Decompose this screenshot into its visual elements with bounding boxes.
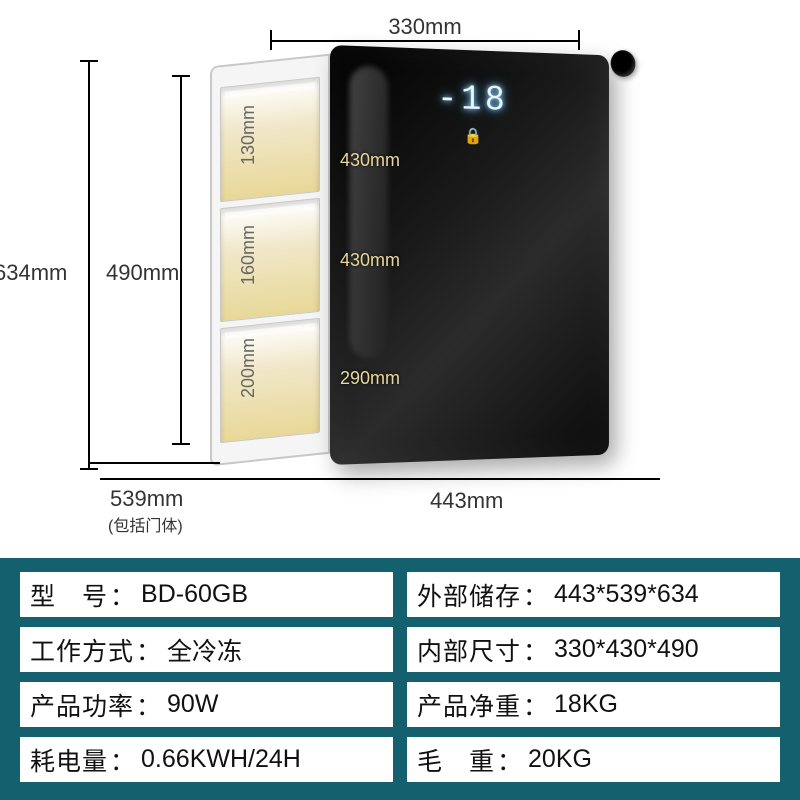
spec-row-power: 产品功率： 90W xyxy=(20,682,393,727)
dim-full-height: 634mm xyxy=(0,260,67,286)
spec-value: 20KG xyxy=(528,745,592,774)
spec-label: 耗电量 xyxy=(30,742,108,778)
dim-shelf-w-1: 430mm xyxy=(340,150,400,171)
spec-row-outer-dim: 外部储存： 443*539*634 xyxy=(407,572,780,617)
spec-value: 0.66KWH/24H xyxy=(141,745,301,774)
base-line-angle xyxy=(90,462,220,464)
spec-row-model: 型 号： BD-60GB xyxy=(20,572,393,617)
spec-value: 443*539*634 xyxy=(554,580,699,609)
dim-depth: 539mm xyxy=(110,486,183,512)
spec-label: 内部尺寸 xyxy=(417,632,521,668)
spec-label: 毛 重 xyxy=(417,742,495,778)
dim-shelf-h-3: 200mm xyxy=(238,338,259,398)
dim-shelf-h-2: 160mm xyxy=(238,225,259,285)
shelf xyxy=(220,318,320,443)
spec-row-consumption: 耗电量： 0.66KWH/24H xyxy=(20,737,393,782)
spec-label: 工作方式 xyxy=(30,632,134,668)
shelf xyxy=(220,197,320,322)
spec-row-mode: 工作方式： 全冷冻 xyxy=(20,627,393,672)
shelf xyxy=(220,77,320,202)
spec-row-gross-weight: 毛 重： 20KG xyxy=(407,737,780,782)
outer-height-bracket xyxy=(68,60,98,470)
spec-value: 全冷冻 xyxy=(167,632,242,668)
freezer-body xyxy=(210,54,330,467)
spec-label: 型 号 xyxy=(30,577,108,613)
spec-label: 产品净重 xyxy=(417,687,521,723)
spec-value: 330*430*490 xyxy=(554,635,699,664)
lock-icon: 🔒 xyxy=(464,126,483,146)
product-diagram: 330mm 634mm 490mm 130mm 160mm 200mm -18 … xyxy=(0,0,800,558)
dim-top-width: 330mm xyxy=(270,14,580,40)
dim-depth-note: (包括门体) xyxy=(108,512,183,536)
dim-shelf-w-3: 290mm xyxy=(340,368,400,389)
dim-shelf-w-2: 430mm xyxy=(340,250,400,271)
dim-shelf-h-1: 130mm xyxy=(238,105,259,165)
spec-label: 外部储存 xyxy=(417,577,521,613)
spec-value: 18KG xyxy=(554,690,618,719)
temperature-display: -18 xyxy=(437,78,508,120)
spec-table: 型 号： BD-60GB 外部储存： 443*539*634 工作方式： 全冷冻… xyxy=(0,558,800,800)
base-line xyxy=(100,478,660,480)
hinge-knob xyxy=(611,50,636,77)
spec-value: 90W xyxy=(167,690,218,719)
spec-value: BD-60GB xyxy=(141,580,248,609)
spec-row-net-weight: 产品净重： 18KG xyxy=(407,682,780,727)
dim-base-width: 443mm xyxy=(430,488,503,514)
dim-inner-height: 490mm xyxy=(106,260,179,286)
shelf-stack xyxy=(220,77,320,444)
spec-row-inner-dim: 内部尺寸： 330*430*490 xyxy=(407,627,780,672)
top-width-bracket: 330mm xyxy=(270,20,580,50)
spec-label: 产品功率 xyxy=(30,687,134,723)
